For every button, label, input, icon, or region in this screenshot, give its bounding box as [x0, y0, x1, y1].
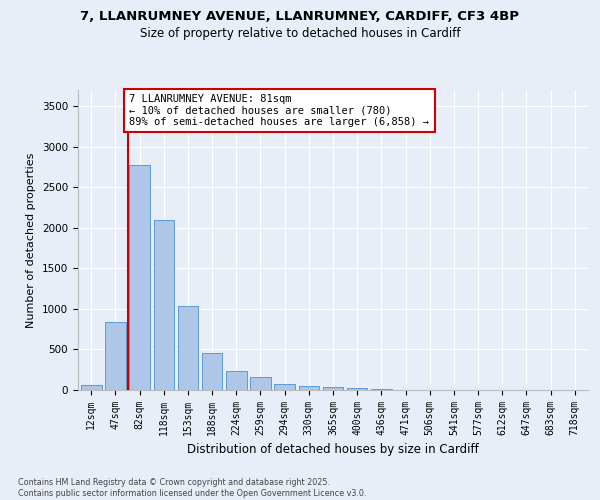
Text: Contains HM Land Registry data © Crown copyright and database right 2025.
Contai: Contains HM Land Registry data © Crown c… — [18, 478, 367, 498]
Bar — [250, 377, 271, 390]
Bar — [323, 387, 343, 390]
Bar — [226, 370, 247, 390]
X-axis label: Distribution of detached houses by size in Cardiff: Distribution of detached houses by size … — [187, 444, 479, 456]
Bar — [154, 220, 174, 390]
Y-axis label: Number of detached properties: Number of detached properties — [26, 152, 37, 328]
Bar — [81, 385, 101, 390]
Text: 7 LLANRUMNEY AVENUE: 81sqm
← 10% of detached houses are smaller (780)
89% of sem: 7 LLANRUMNEY AVENUE: 81sqm ← 10% of deta… — [130, 94, 430, 128]
Bar — [178, 306, 198, 390]
Text: 7, LLANRUMNEY AVENUE, LLANRUMNEY, CARDIFF, CF3 4BP: 7, LLANRUMNEY AVENUE, LLANRUMNEY, CARDIF… — [80, 10, 520, 23]
Bar — [371, 389, 392, 390]
Bar — [299, 386, 319, 390]
Bar — [105, 322, 126, 390]
Text: Size of property relative to detached houses in Cardiff: Size of property relative to detached ho… — [140, 28, 460, 40]
Bar — [274, 384, 295, 390]
Bar — [202, 352, 223, 390]
Bar — [130, 164, 150, 390]
Bar — [347, 388, 367, 390]
